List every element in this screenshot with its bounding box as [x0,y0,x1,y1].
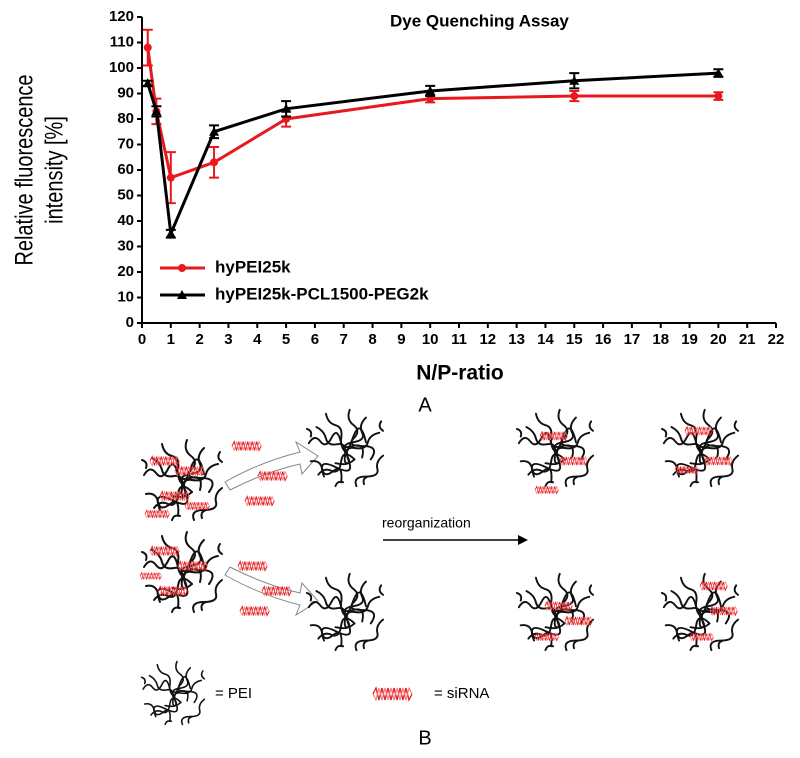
marker [570,92,579,101]
x-tick-label: 7 [340,331,348,348]
sirna [239,606,270,616]
y-axis-label: Relative fluorescence [11,74,39,265]
x-tick-label: 5 [282,331,290,348]
y-tick-label: 30 [117,237,134,254]
x-tick-label: 15 [566,331,583,348]
y-tick-label: 100 [109,59,134,76]
x-tick-label: 19 [681,331,698,348]
sirna [139,572,162,580]
x-tick-label: 6 [311,331,319,348]
sirna [231,441,262,451]
y-tick-label: 0 [126,314,134,331]
x-tick-label: 1 [167,331,175,348]
arrow [224,566,319,617]
sirna [559,456,588,466]
marker [425,85,436,95]
panel-label: B [418,727,431,749]
y-tick-label: 80 [117,110,134,127]
pei [305,572,385,652]
x-tick-label: 21 [739,331,756,348]
sirna [237,561,268,571]
sirna [534,485,559,495]
marker [151,106,162,116]
marker [569,75,580,85]
panel-label: A [418,394,432,416]
arrow-head [518,535,528,545]
sirna [704,456,733,466]
marker [281,103,292,113]
x-tick-label: 0 [138,331,146,348]
sirna [184,501,210,511]
sirna [699,581,728,591]
arrow-label: reorganization [382,515,471,531]
y-tick-label: 70 [117,135,134,152]
marker [177,290,187,299]
y-tick-label: 40 [117,212,134,229]
x-tick-label: 3 [224,331,232,348]
chart-title: Dye Quenching Assay [390,11,569,30]
marker [178,264,186,272]
complex [660,408,740,488]
x-tick-label: 8 [368,331,376,348]
complex [141,439,223,521]
pei-legend [140,660,206,726]
x-axis-label: N/P-ratio [416,362,504,385]
y-tick-label: 20 [117,263,134,280]
marker [714,92,723,101]
legend-text: hyPEI25k [215,257,291,276]
x-tick-label: 20 [710,331,727,348]
legend-text: = PEI [215,685,252,702]
x-tick-label: 17 [624,331,641,348]
x-tick-label: 14 [537,331,554,348]
y-tick-label: 10 [117,288,134,305]
series-line [146,47,719,180]
series-line [146,71,719,240]
x-tick-label: 12 [479,331,496,348]
x-tick-label: 22 [768,331,785,348]
marker [210,158,219,167]
complex [515,408,595,488]
x-tick-label: 16 [595,331,612,348]
x-tick-label: 2 [195,331,203,348]
sirna-legend [371,686,414,702]
x-tick-label: 11 [451,331,467,348]
marker [209,126,220,136]
pei [305,408,385,488]
marker [713,68,724,78]
x-tick-label: 9 [397,331,405,348]
y-axis-label: intensity [%] [41,116,69,224]
y-tick-label: 90 [117,84,134,101]
sirna [244,496,275,506]
complexes [515,408,740,652]
y-tick-label: 60 [117,161,134,178]
sirna [544,601,573,611]
complex [141,531,223,613]
sirna [564,616,593,626]
marker [143,43,152,52]
marker [142,78,153,88]
x-tick-label: 4 [253,331,262,348]
legend-text: = siRNA [434,685,489,702]
x-tick-label: 13 [508,331,525,348]
diagram: reorganization = PEI = siRNA B [139,408,740,749]
legend-text: hyPEI25k-PCL1500-PEG2k [215,284,429,303]
y-tick-label: 110 [110,33,134,50]
y-tick-label: 50 [117,186,134,203]
sirna [144,509,170,519]
marker [165,228,176,238]
sirna [149,456,180,466]
sirna [709,606,738,616]
marker [166,173,175,182]
x-tick-label: 10 [422,331,439,348]
x-tick-label: 18 [652,331,669,348]
sirna [684,426,713,436]
y-tick-label: 120 [109,8,134,25]
arrow [224,440,319,491]
